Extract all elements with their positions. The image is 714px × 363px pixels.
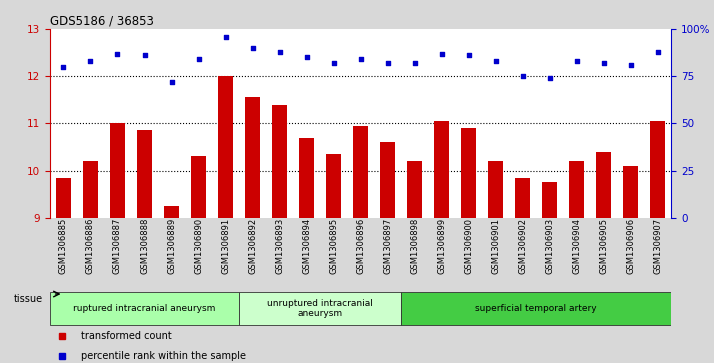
Point [139, 53, 150, 58]
Bar [542, 182, 557, 218]
Text: unruptured intracranial
aneurysm: unruptured intracranial aneurysm [267, 299, 373, 318]
Bar [407, 161, 422, 218]
Text: GSM1306886: GSM1306886 [86, 218, 95, 274]
Text: GSM1306904: GSM1306904 [572, 218, 581, 274]
Text: GSM1306899: GSM1306899 [437, 218, 446, 274]
Text: GSM1306906: GSM1306906 [626, 218, 635, 274]
Text: GSM1306893: GSM1306893 [275, 218, 284, 274]
Bar [137, 130, 152, 218]
Point [301, 54, 312, 60]
Bar [299, 138, 314, 218]
Bar [516, 178, 530, 218]
Text: GSM1306900: GSM1306900 [464, 218, 473, 274]
Text: GSM1306887: GSM1306887 [113, 218, 122, 274]
Bar [596, 152, 611, 218]
Point [85, 58, 96, 64]
Bar [110, 123, 125, 218]
Text: ruptured intracranial aneurysm: ruptured intracranial aneurysm [74, 304, 216, 313]
Bar [56, 178, 71, 218]
Point [490, 58, 501, 64]
Bar [380, 142, 395, 218]
Text: superficial temporal artery: superficial temporal artery [476, 304, 597, 313]
Text: GSM1306889: GSM1306889 [167, 218, 176, 274]
Point [247, 45, 258, 51]
Point [382, 60, 393, 66]
Text: GSM1306901: GSM1306901 [491, 218, 500, 274]
Bar [164, 206, 179, 218]
Bar [50, 292, 239, 325]
Point [571, 58, 583, 64]
Point [598, 60, 609, 66]
Point [193, 56, 204, 62]
Point [274, 49, 286, 54]
Point [517, 73, 528, 79]
Bar [83, 161, 98, 218]
Text: GSM1306885: GSM1306885 [59, 218, 68, 274]
Text: tissue: tissue [14, 294, 43, 304]
Bar [461, 128, 476, 218]
Bar [245, 97, 260, 218]
Bar [569, 161, 584, 218]
Text: GSM1306894: GSM1306894 [302, 218, 311, 274]
Text: GSM1306897: GSM1306897 [383, 218, 392, 274]
Text: GSM1306905: GSM1306905 [599, 218, 608, 274]
Point [112, 51, 124, 57]
Point [58, 64, 69, 70]
Bar [401, 292, 671, 325]
Text: percentile rank within the sample: percentile rank within the sample [81, 351, 246, 361]
Text: GSM1306903: GSM1306903 [545, 218, 554, 274]
Point [166, 79, 177, 85]
Text: GSM1306890: GSM1306890 [194, 218, 203, 274]
Point [436, 51, 447, 57]
Bar [488, 161, 503, 218]
Text: GDS5186 / 36853: GDS5186 / 36853 [50, 15, 154, 28]
Bar [272, 105, 287, 218]
Text: GSM1306896: GSM1306896 [356, 218, 365, 274]
Bar [326, 154, 341, 218]
Point [355, 56, 366, 62]
Text: transformed count: transformed count [81, 331, 172, 341]
Text: GSM1306892: GSM1306892 [248, 218, 257, 274]
Text: GSM1306898: GSM1306898 [410, 218, 419, 274]
Bar [650, 121, 665, 218]
Bar [218, 76, 233, 218]
Point [544, 75, 555, 81]
Point [328, 60, 339, 66]
Point [463, 53, 474, 58]
Bar [434, 121, 449, 218]
Text: GSM1306888: GSM1306888 [140, 218, 149, 274]
Text: GSM1306891: GSM1306891 [221, 218, 230, 274]
Bar [239, 292, 401, 325]
Point [409, 60, 421, 66]
Text: GSM1306895: GSM1306895 [329, 218, 338, 274]
Text: GSM1306902: GSM1306902 [518, 218, 527, 274]
Bar [623, 166, 638, 218]
Point [652, 49, 663, 54]
Text: GSM1306907: GSM1306907 [653, 218, 662, 274]
Bar [191, 156, 206, 218]
Point [220, 34, 231, 40]
Bar [353, 126, 368, 218]
Point [625, 62, 636, 68]
